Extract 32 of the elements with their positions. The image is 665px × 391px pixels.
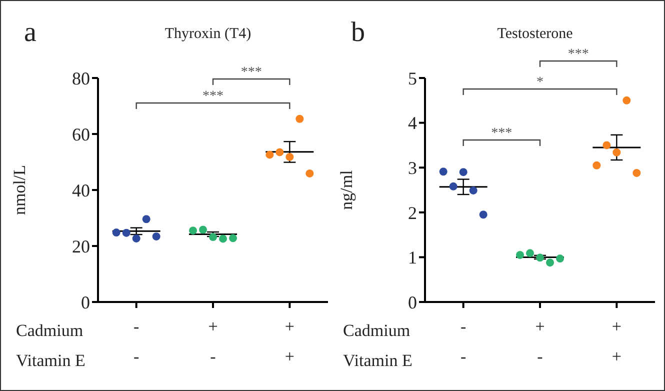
y-tick-label: 1 — [408, 248, 417, 268]
text: Vitamin E — [343, 351, 412, 370]
text: Vitamin E — [16, 351, 86, 370]
y-tick-label: 60 — [72, 124, 90, 144]
chart-title: Thyroxin (T4) — [164, 26, 252, 42]
x-tick-label: + - — [535, 317, 545, 366]
x-tick-label: + - — [208, 317, 218, 366]
text: Cadmium — [16, 321, 84, 340]
x-tick-label: + + — [612, 317, 622, 366]
annotation: * — [536, 75, 544, 90]
y-axis-title: nmol/L — [10, 164, 30, 216]
text: a — [24, 17, 37, 48]
y-tick-label: 0 — [408, 292, 417, 312]
y-tick-label: 3 — [408, 158, 417, 178]
annotation: *** — [202, 89, 224, 104]
chart-title: Testosterone — [497, 26, 574, 42]
y-tick-label: 5 — [408, 68, 417, 88]
x-tick-label: - - — [460, 317, 466, 366]
x-tick-label: - - — [133, 317, 140, 366]
y-tick-label: 40 — [72, 180, 90, 200]
y-tick-label: 2 — [408, 202, 417, 223]
x-tick-label: + + — [284, 317, 294, 366]
y-tick-label: 20 — [72, 236, 90, 256]
text: *** — [568, 47, 589, 62]
annotation: *** — [240, 65, 262, 80]
text: Cadmium — [343, 321, 410, 340]
annotation: *** — [491, 126, 512, 141]
y-tick-label: 80 — [72, 68, 90, 88]
y-tick-label: 4 — [408, 113, 417, 134]
y-tick-label: 0 — [81, 292, 90, 312]
text: b — [351, 17, 365, 48]
y-axis-title: ng/ml — [337, 170, 356, 210]
